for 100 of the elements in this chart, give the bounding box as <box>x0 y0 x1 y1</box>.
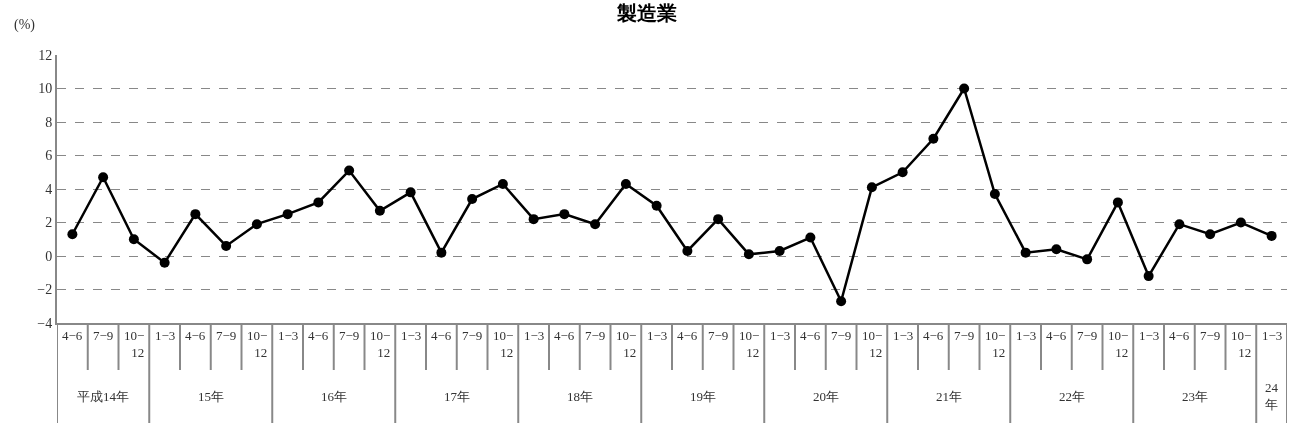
x-tick-label: 1−3 <box>893 328 914 343</box>
x-tick-label: 4−6 <box>62 328 83 343</box>
text: 20年 <box>813 389 839 404</box>
point <box>713 214 724 225</box>
x-tick-label: 7−9 <box>585 328 606 343</box>
y-tick-label: −4 <box>37 315 53 331</box>
x-tick-label: 10−12 <box>616 328 637 360</box>
x-tick-label: 7−9 <box>1200 328 1221 343</box>
point <box>221 240 232 251</box>
x-tick-label: 7−9 <box>462 328 483 343</box>
y-tick-label: 6 <box>45 148 53 164</box>
chart-title: 製造業 <box>615 1 677 26</box>
x-tick-label: 10−12 <box>739 328 760 360</box>
x-tick-label: 7−9 <box>216 328 237 343</box>
text: 18年 <box>567 389 593 404</box>
text: 15年 <box>198 389 224 404</box>
y-tick-label: −2 <box>37 282 53 298</box>
point <box>313 197 324 208</box>
point <box>405 187 416 198</box>
y-tick-label: 0 <box>45 248 53 264</box>
x-tick-label: 4−6 <box>1169 328 1190 343</box>
point <box>682 245 693 256</box>
x-tick-label: 4−6 <box>677 328 698 343</box>
point <box>528 214 539 225</box>
x-tick-label: 4−6 <box>308 328 329 343</box>
point <box>743 249 754 260</box>
x-tick-label: 1−3 <box>278 328 299 343</box>
x-tick-label: 10−12 <box>862 328 883 360</box>
text: 23年 <box>1182 389 1208 404</box>
x-tick-label: 7−9 <box>93 328 114 343</box>
point <box>1051 244 1062 255</box>
point <box>989 189 1000 200</box>
point <box>866 182 877 193</box>
x-tick-label: 7−9 <box>708 328 729 343</box>
x-tick-label: 1−3 <box>1016 328 1037 343</box>
text: 22年 <box>1059 389 1085 404</box>
point <box>1112 197 1123 208</box>
x-tick-label: 7−9 <box>339 328 360 343</box>
x-tick-label: 10−12 <box>247 328 268 360</box>
point <box>774 245 785 256</box>
point <box>1020 247 1031 258</box>
x-tick-label: 1−3 <box>401 328 422 343</box>
x-tick-label: 10−12 <box>493 328 514 360</box>
point <box>1266 230 1277 241</box>
x-tick-label: 4−6 <box>800 328 821 343</box>
text: 19年 <box>690 389 716 404</box>
x-tick-label: 4−6 <box>923 328 944 343</box>
point <box>467 194 478 205</box>
point <box>559 209 570 220</box>
point <box>67 229 78 240</box>
point <box>344 165 355 176</box>
y-tick-label: 12 <box>38 47 53 63</box>
x-tick-label: 1−3 <box>1139 328 1160 343</box>
x-tick-label: 7−9 <box>954 328 975 343</box>
text: 24年 <box>1265 380 1279 412</box>
x-tick-label: 4−6 <box>431 328 452 343</box>
y-tick-label: 10 <box>38 81 53 97</box>
x-tick-label: 4−6 <box>185 328 206 343</box>
point <box>1235 217 1246 228</box>
x-tick-label: 10−12 <box>1108 328 1129 360</box>
x-tick-label: 10−12 <box>124 328 145 360</box>
point <box>590 219 601 230</box>
point <box>836 296 847 307</box>
point <box>98 172 109 183</box>
text: 17年 <box>444 389 470 404</box>
point <box>1174 219 1185 230</box>
text: 16年 <box>321 389 347 404</box>
point <box>1205 229 1216 240</box>
x-tick-label: 10−12 <box>370 328 391 360</box>
point <box>128 234 139 245</box>
x-tick-label: 1−3 <box>524 328 545 343</box>
x-tick-label: 10−12 <box>1231 328 1252 360</box>
point <box>1143 271 1154 282</box>
point <box>651 200 662 211</box>
x-tick-label: 7−9 <box>1077 328 1098 343</box>
point <box>1082 254 1093 265</box>
x-tick-label: 10−12 <box>985 328 1006 360</box>
point <box>897 167 908 178</box>
x-tick-label: 4−6 <box>554 328 575 343</box>
point <box>959 83 970 94</box>
point <box>620 178 631 189</box>
point <box>374 205 385 216</box>
y-axis-title: (%) <box>14 17 36 33</box>
point <box>928 133 939 144</box>
point <box>436 247 447 258</box>
y-tick-label: 4 <box>45 181 53 197</box>
text: 21年 <box>936 389 962 404</box>
y-tick-label: 2 <box>45 215 53 231</box>
y-tick-label: 8 <box>45 114 53 130</box>
x-tick-label: 1−3 <box>770 328 791 343</box>
point <box>497 178 508 189</box>
point <box>190 209 201 220</box>
text: 平成14年 <box>77 389 129 404</box>
point <box>282 209 293 220</box>
x-tick-label: 1−3 <box>155 328 176 343</box>
x-tick-label: 7−9 <box>831 328 852 343</box>
point <box>805 232 816 243</box>
point <box>159 257 170 268</box>
x-tick-label: 1−3 <box>647 328 668 343</box>
point <box>251 219 262 230</box>
